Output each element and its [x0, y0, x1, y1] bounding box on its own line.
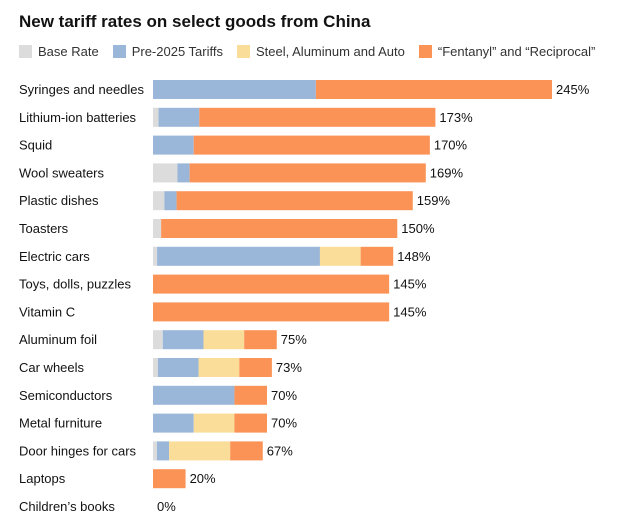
value-label-squid: 170%	[434, 138, 468, 153]
legend-label-pre-2025-tariffs: Pre-2025 Tariffs	[131, 44, 223, 59]
bar-segment-electric-cars-steel-aluminum-and-auto	[319, 246, 361, 266]
value-label-aluminum-foil: 75%	[281, 332, 307, 347]
value-label-door-hinges-for-cars: 67%	[267, 443, 293, 458]
value-label-car-wheels: 73%	[276, 360, 302, 375]
bar-segment-electric-cars-base-rate	[153, 246, 158, 266]
bar-segment-aluminum-foil-fentanyl-and-reciprocal	[244, 330, 277, 350]
bar-segment-car-wheels-base-rate	[153, 358, 158, 377]
bar-segment-toasters-base-rate	[153, 219, 162, 238]
value-label-toasters: 150%	[401, 221, 435, 236]
category-label-metal-furniture: Metal furniture	[19, 416, 102, 431]
legend-label-base-rate: Base Rate	[38, 44, 99, 59]
bar-segment-car-wheels-steel-aluminum-and-auto	[198, 358, 240, 377]
category-label-plastic-dishes: Plastic dishes	[19, 193, 99, 208]
bar-segment-plastic-dishes-base-rate	[153, 191, 165, 211]
bar-segment-semiconductors-pre-2025-tariffs	[153, 385, 235, 405]
bar-segment-electric-cars-fentanyl-and-reciprocal	[360, 246, 394, 266]
category-label-laptops: Laptops	[19, 471, 66, 486]
bar-segment-electric-cars-pre-2025-tariffs	[157, 246, 320, 266]
legend-label-fentanyl-reciprocal: “Fentanyl” and “Reciprocal”	[437, 44, 596, 59]
legend-item-pre-2025-tariffs: Pre-2025 Tariffs	[112, 44, 223, 59]
category-label-toasters: Toasters	[19, 221, 69, 236]
legend-label-steel-aluminum-auto: Steel, Aluminum and Auto	[256, 44, 405, 59]
category-label-semiconductors: Semiconductors	[19, 388, 113, 403]
value-label-toys-dolls-puzzles: 145%	[393, 277, 427, 292]
bar-segment-lithium-ion-batteries-base-rate	[153, 107, 159, 127]
value-label-plastic-dishes: 159%	[417, 193, 451, 208]
legend-item-steel-aluminum-auto: Steel, Aluminum and Auto	[237, 44, 405, 59]
bar-segment-lithium-ion-batteries-pre-2025-tariffs	[158, 107, 200, 127]
bar-segment-wool-sweaters-fentanyl-and-reciprocal	[189, 163, 426, 183]
bar-segment-toasters-fentanyl-and-reciprocal	[161, 219, 398, 238]
legend-swatch-steel-aluminum-auto	[237, 45, 250, 58]
value-label-metal-furniture: 70%	[271, 416, 297, 431]
category-label-children-s-books: Children’s books	[19, 499, 115, 514]
bar-segment-syringes-and-needles-fentanyl-and-reciprocal	[315, 80, 552, 99]
legend: Base Rate Pre-2025 Tariffs Steel, Alumin…	[19, 44, 609, 59]
value-label-semiconductors: 70%	[271, 388, 297, 403]
legend-swatch-pre-2025-tariffs	[112, 45, 126, 58]
value-label-syringes-and-needles: 245%	[556, 82, 590, 97]
category-label-vitamin-c: Vitamin C	[19, 304, 75, 319]
bar-segment-lithium-ion-batteries-fentanyl-and-reciprocal	[199, 107, 436, 127]
value-label-wool-sweaters: 169%	[430, 165, 464, 180]
bar-segment-toys-dolls-puzzles-fentanyl-and-reciprocal	[153, 274, 390, 294]
category-label-aluminum-foil: Aluminum foil	[19, 332, 97, 347]
value-label-electric-cars: 148%	[397, 249, 431, 264]
bar-segment-metal-furniture-pre-2025-tariffs	[153, 413, 194, 433]
bar-segment-metal-furniture-fentanyl-and-reciprocal	[234, 413, 267, 433]
category-label-toys-dolls-puzzles: Toys, dolls, puzzles	[19, 277, 131, 292]
bar-segment-door-hinges-for-cars-base-rate	[153, 441, 157, 461]
category-label-squid: Squid	[19, 138, 52, 153]
legend-swatch-fentanyl-reciprocal	[418, 45, 432, 58]
bar-segment-metal-furniture-steel-aluminum-and-auto	[193, 413, 235, 433]
value-label-laptops: 20%	[190, 471, 216, 486]
category-label-syringes-and-needles: Syringes and needles	[19, 82, 145, 97]
value-label-children-s-books: 0%	[157, 499, 176, 514]
bar-segment-wool-sweaters-base-rate	[153, 163, 178, 183]
category-label-car-wheels: Car wheels	[19, 360, 85, 375]
value-label-lithium-ion-batteries: 173%	[439, 110, 473, 125]
category-label-electric-cars: Electric cars	[19, 249, 90, 264]
bar-segment-aluminum-foil-pre-2025-tariffs	[162, 330, 204, 350]
bar-segment-aluminum-foil-steel-aluminum-and-auto	[203, 330, 245, 350]
bar-segment-plastic-dishes-fentanyl-and-reciprocal	[176, 191, 413, 211]
bar-segment-plastic-dishes-pre-2025-tariffs	[164, 191, 177, 211]
category-label-door-hinges-for-cars: Door hinges for cars	[19, 443, 137, 458]
category-label-wool-sweaters: Wool sweaters	[19, 165, 105, 180]
bar-segment-vitamin-c-fentanyl-and-reciprocal	[153, 302, 390, 322]
legend-item-fentanyl-reciprocal: “Fentanyl” and “Reciprocal”	[418, 44, 596, 59]
category-label-lithium-ion-batteries: Lithium-ion batteries	[19, 110, 137, 125]
bar-segment-door-hinges-for-cars-fentanyl-and-reciprocal	[230, 441, 263, 461]
bar-segment-car-wheels-fentanyl-and-reciprocal	[239, 358, 272, 377]
bar-segment-car-wheels-pre-2025-tariffs	[157, 358, 199, 377]
legend-swatch-base-rate	[19, 45, 32, 58]
bar-segment-laptops-fentanyl-and-reciprocal	[153, 469, 186, 489]
bar-segment-syringes-and-needles-pre-2025-tariffs	[153, 80, 316, 99]
bar-segment-squid-pre-2025-tariffs	[153, 135, 194, 155]
bar-segment-door-hinges-for-cars-pre-2025-tariffs	[156, 441, 170, 461]
bar-segment-squid-fentanyl-and-reciprocal	[193, 135, 430, 155]
bar-segment-door-hinges-for-cars-steel-aluminum-and-auto	[169, 441, 231, 461]
bar-segment-wool-sweaters-pre-2025-tariffs	[177, 163, 190, 183]
legend-item-base-rate: Base Rate	[19, 44, 99, 59]
value-label-vitamin-c: 145%	[393, 304, 427, 319]
bar-segment-aluminum-foil-base-rate	[153, 330, 163, 350]
chart-title: New tariff rates on select goods from Ch…	[19, 12, 371, 31]
bar-segment-semiconductors-fentanyl-and-reciprocal	[234, 385, 267, 405]
